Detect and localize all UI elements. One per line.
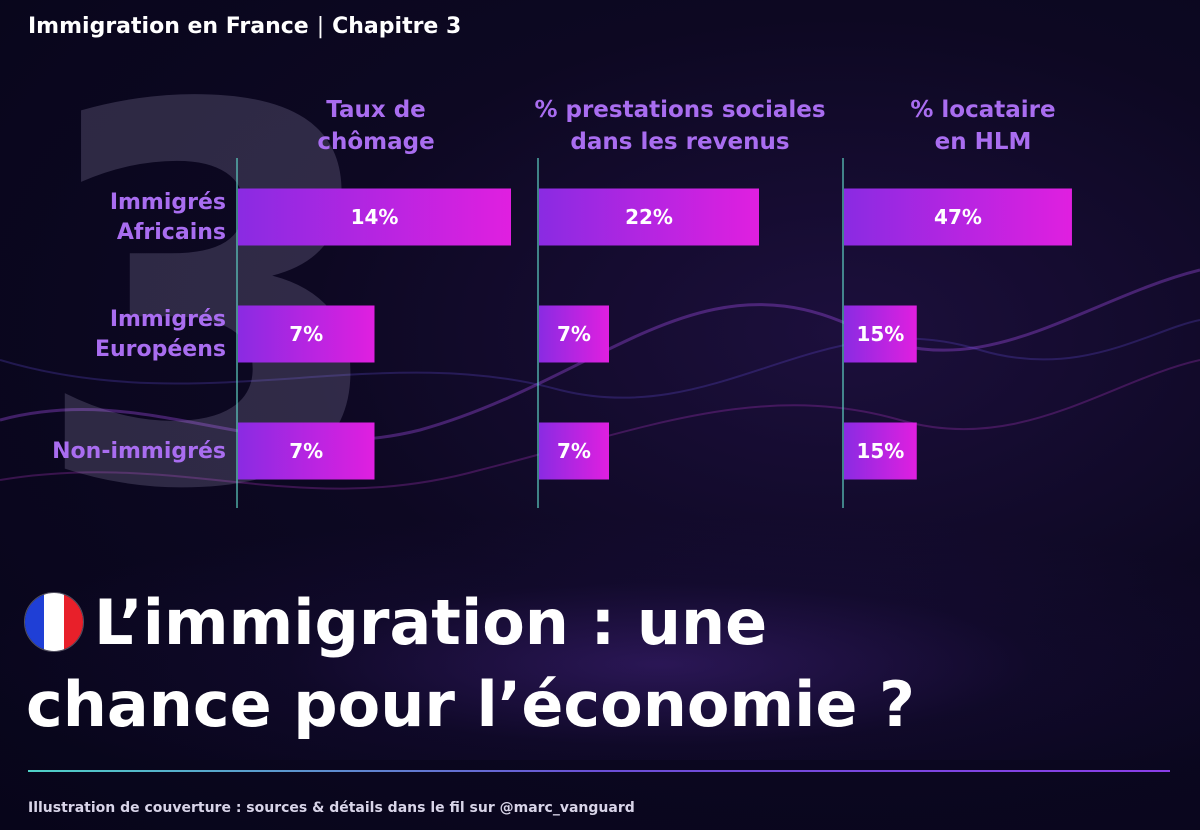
row-label-0: Africains [117,220,226,245]
flag-blue-stripe [25,593,45,651]
column-title-0: Taux de [326,97,426,123]
row-label-0: Immigrés [110,190,226,215]
footer-divider [28,770,1170,772]
flag-red-stripe [63,593,83,651]
column-title-1: % prestations sociales [534,97,825,123]
bar-0-1 [238,305,375,363]
column-title-2: % locataire [910,97,1055,123]
bar-label-0-1: 7% [289,322,323,346]
column-title-0: chômage [317,129,434,155]
main-title-line2: chance pour l’économie ? [26,668,915,741]
flag-white-stripe [44,593,64,651]
main-title: L’immigration : une chance pour l’économ… [26,582,1176,746]
main-title-line1: L’immigration : une [94,586,768,659]
column-title-1: dans les revenus [570,129,789,155]
bar-2-0 [844,188,1072,246]
bar-1-2 [539,422,609,480]
bar-label-0-2: 7% [289,439,323,463]
bar-1-0 [539,188,759,246]
bar-0-0 [238,188,511,246]
footer-credit: Illustration de couverture : sources & d… [28,800,635,816]
bar-label-0-0: 14% [351,205,399,229]
header-section: Immigration en France [28,14,309,39]
bar-2-1 [844,305,917,363]
column-title-2: en HLM [935,129,1032,155]
bar-1-1 [539,305,609,363]
bar-label-1-0: 22% [625,205,673,229]
bar-label-1-1: 7% [557,322,591,346]
row-label-2: Non-immigrés [52,439,226,464]
bar-0-2 [238,422,375,480]
header-chapter: Chapitre 3 [332,14,462,39]
header-title: Immigration en France | Chapitre 3 [28,14,461,39]
bar-2-2 [844,422,917,480]
bar-label-2-1: 15% [856,322,904,346]
background-glow [0,520,1200,760]
france-flag-icon [24,592,84,652]
bar-label-2-2: 15% [856,439,904,463]
row-label-1: Européens [95,337,226,362]
header-separator: | [316,14,325,39]
bar-label-1-2: 7% [557,439,591,463]
bar-label-2-0: 47% [934,205,982,229]
row-label-1: Immigrés [110,307,226,332]
bar-chart: Taux de chômage 14% 7% 7% % prestations socia… [52,97,1072,508]
